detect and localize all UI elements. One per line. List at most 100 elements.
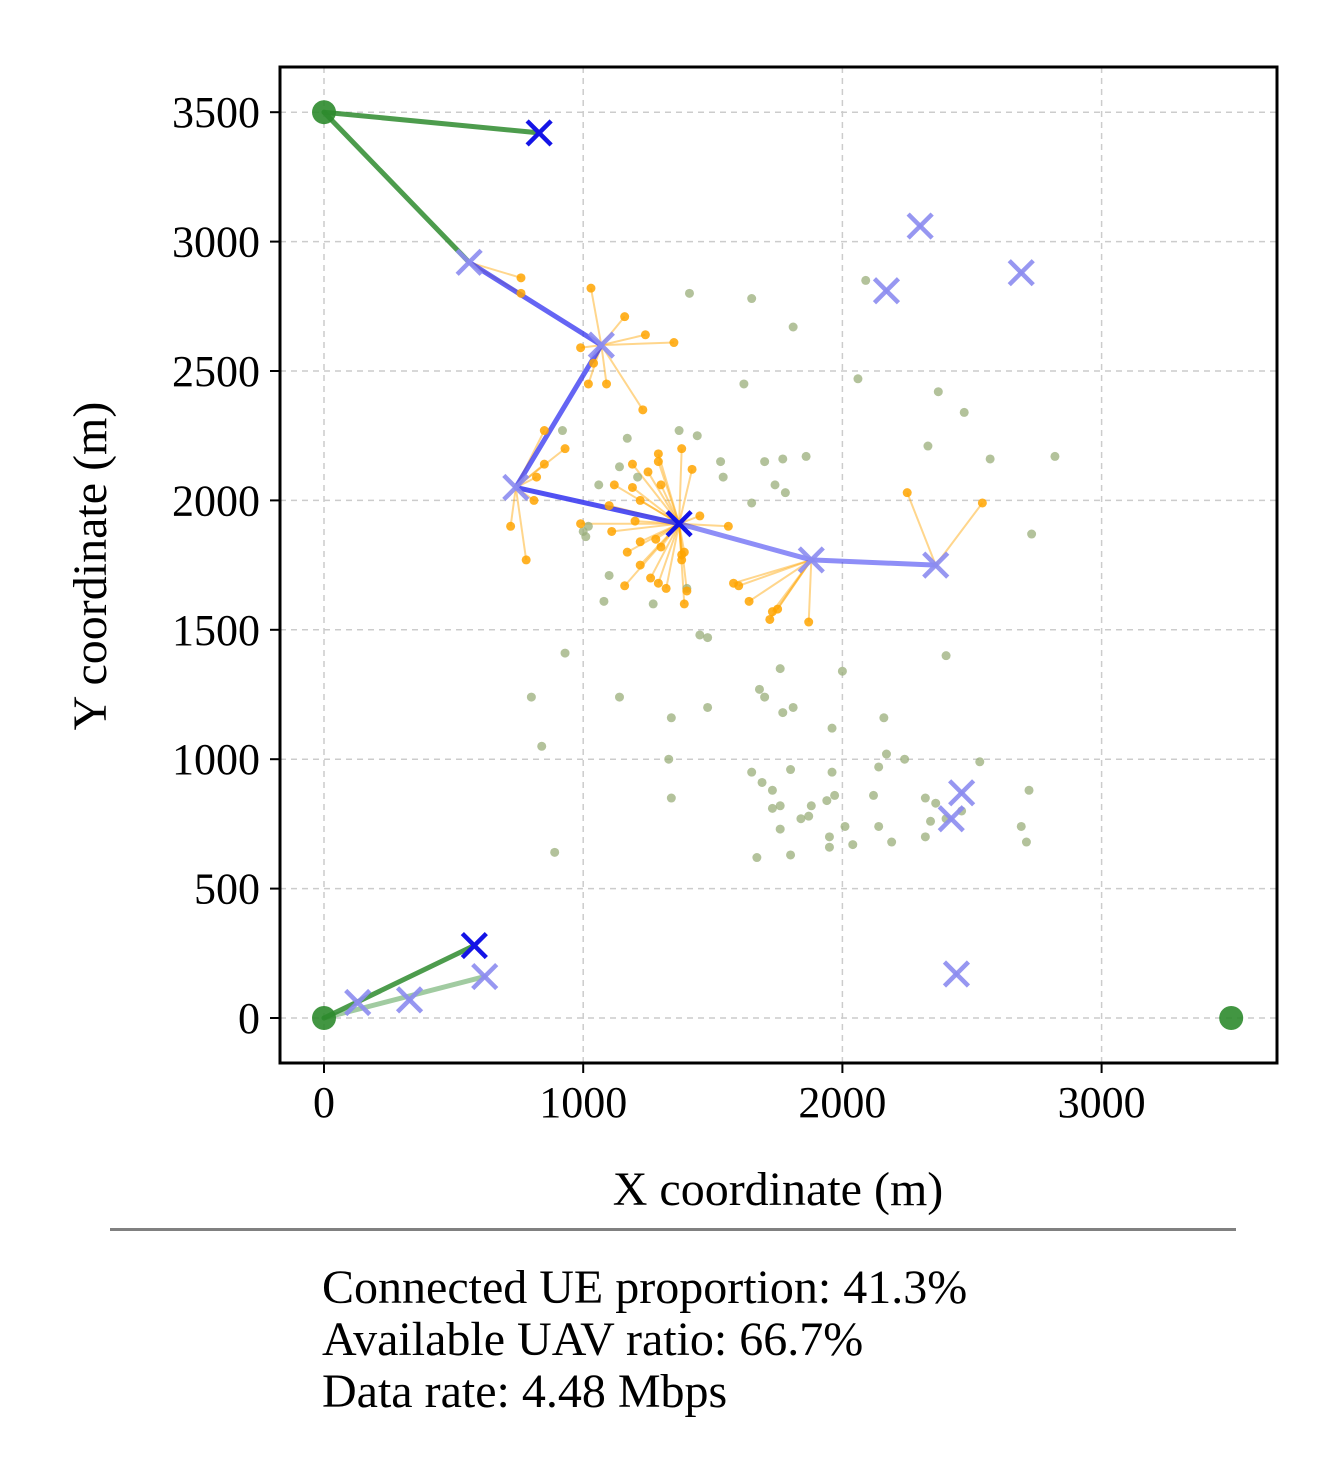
y-tick-label: 0 <box>238 994 260 1043</box>
ue-unconnected-point <box>664 754 674 764</box>
ue-unconnected-point <box>537 741 547 751</box>
ue-connected-point <box>656 480 666 490</box>
y-tick-label: 500 <box>194 865 260 914</box>
ue-unconnected-point <box>861 275 871 285</box>
x-tick-label: 2000 <box>798 1078 886 1127</box>
uav-available-marker <box>922 551 950 579</box>
ue-link <box>647 471 680 525</box>
y-tick-label: 3000 <box>172 218 260 267</box>
ue-connected-point <box>653 449 663 459</box>
ue-unconnected-point <box>788 702 798 712</box>
ue-connected-point <box>516 288 526 298</box>
ue-connected-point <box>977 498 987 508</box>
y-tick-label: 2000 <box>172 476 260 525</box>
relay-link <box>466 259 604 348</box>
ue-connected-point <box>682 586 692 596</box>
ue-connected-point <box>539 426 549 436</box>
ue-connected-point <box>677 555 687 565</box>
ue-link <box>807 559 813 623</box>
available-uav-ratio: Available UAV ratio: 66.7% <box>322 1313 864 1366</box>
ue-unconnected-point <box>881 749 891 759</box>
ue-unconnected-point <box>887 837 897 847</box>
ue-unconnected-point <box>926 816 936 826</box>
ue-unconnected-point <box>869 790 879 800</box>
ue-unconnected-point <box>599 596 609 606</box>
ue-link <box>601 341 674 347</box>
ue-connected-point <box>656 542 666 552</box>
ue-connected-point <box>695 511 705 521</box>
x-tick-label: 0 <box>313 1078 335 1127</box>
ue-unconnected-point <box>824 832 834 842</box>
ue-unconnected-point <box>827 767 837 777</box>
base-station-marker <box>1219 1006 1244 1030</box>
uav-available-marker <box>455 248 483 276</box>
ue-unconnected-point <box>931 798 941 808</box>
ue-unconnected-point <box>853 374 863 384</box>
ue-unconnected-point <box>760 457 770 467</box>
ue-connected-point <box>679 599 689 609</box>
ue-connected-point <box>687 464 697 474</box>
ue-unconnected-point <box>824 842 834 852</box>
ue-unconnected-point <box>560 648 570 658</box>
ue-connected-point <box>640 330 650 340</box>
ue-connected-point <box>521 555 531 565</box>
ue-connected-point <box>773 604 783 614</box>
ue-unconnected-point <box>767 803 777 813</box>
x-tick-label: 3000 <box>1058 1078 1146 1127</box>
ue-unconnected-point <box>975 757 985 767</box>
ue-unconnected-point <box>757 777 767 787</box>
ue-link <box>509 487 517 527</box>
uav-cross-stroke <box>922 551 950 579</box>
ue-connected-point <box>586 283 596 293</box>
ue-connected-point <box>622 547 632 557</box>
ue-unconnected-point <box>594 480 604 490</box>
ue-connected-point <box>661 583 671 593</box>
ue-unconnected-point <box>703 633 713 643</box>
divider <box>110 1228 1236 1231</box>
uav-available-marker <box>872 277 901 305</box>
ue-unconnected-point <box>840 821 850 831</box>
uav-cross-stroke <box>525 119 553 147</box>
uav-available-marker <box>344 988 372 1017</box>
ue-unconnected-point <box>827 723 837 733</box>
y-tick-label: 1000 <box>172 735 260 784</box>
x-tick-label: 1000 <box>539 1078 627 1127</box>
ue-unconnected-point <box>796 814 806 824</box>
relay-link <box>513 342 604 490</box>
ue-connected-point <box>902 488 912 498</box>
ue-unconnected-point <box>760 692 770 702</box>
ue-link <box>657 453 681 524</box>
ue-connected-point <box>734 581 744 591</box>
uav-active-marker <box>525 119 553 147</box>
ue-link <box>613 484 680 525</box>
uav-active-marker <box>665 510 693 538</box>
ue-unconnected-point <box>778 454 788 464</box>
ue-connected-point <box>609 480 619 490</box>
ue-connected-point <box>560 444 570 454</box>
ue-unconnected-point <box>780 488 790 498</box>
ue-unconnected-point <box>923 441 933 451</box>
ue-unconnected-point <box>1050 451 1060 461</box>
ue-connected-point <box>635 560 645 570</box>
ue-unconnected-point <box>941 651 951 661</box>
uav-available-marker <box>471 963 499 991</box>
ue-unconnected-point <box>747 498 757 508</box>
ue-unconnected-point <box>874 762 884 772</box>
ue-unconnected-point <box>775 664 785 674</box>
ue-link <box>657 461 681 525</box>
ue-connected-point <box>607 526 617 536</box>
uav-cross-stroke <box>948 779 976 807</box>
uav-available-marker <box>937 805 965 833</box>
ue-unconnected-point <box>718 472 728 482</box>
ue-unconnected-point <box>622 433 632 443</box>
ue-connected-point <box>516 273 526 283</box>
ue-unconnected-point <box>959 407 969 417</box>
ue-unconnected-point <box>614 462 624 472</box>
ue-link <box>738 558 812 587</box>
ue-unconnected-point <box>801 451 811 461</box>
uav-cross-stroke <box>942 960 971 988</box>
connected-ue-proportion: Connected UE proportion: 41.3% <box>322 1261 968 1314</box>
ue-link <box>678 448 683 524</box>
plot-frame <box>278 65 1279 1065</box>
ue-unconnected-point <box>775 801 785 811</box>
